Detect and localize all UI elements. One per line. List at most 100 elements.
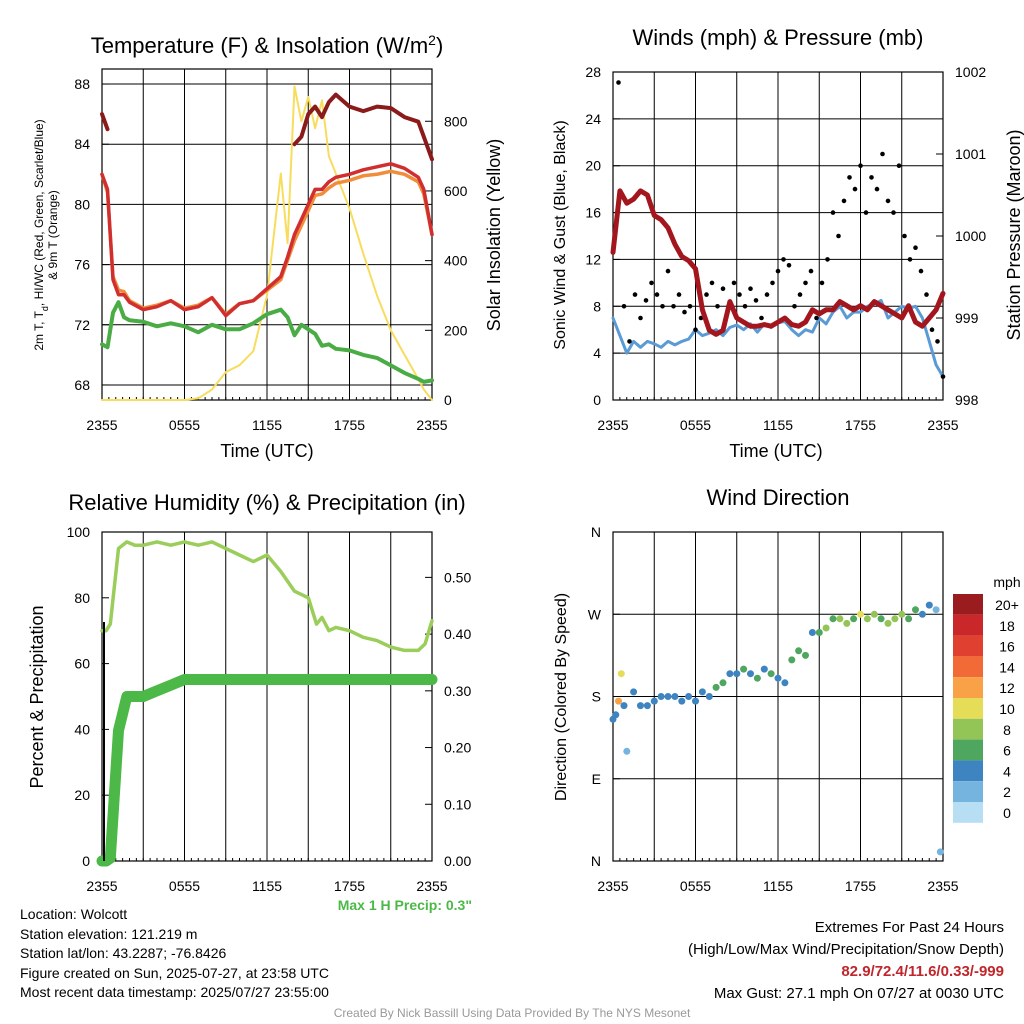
gust-point xyxy=(792,304,797,309)
direction-point xyxy=(850,615,858,623)
y-tick-label: 68 xyxy=(74,377,90,393)
direction-point xyxy=(795,647,803,655)
wind-direction-ylabel: Direction (Colored By Speed) xyxy=(553,593,570,801)
colorbar-label: 0 xyxy=(1003,805,1011,821)
colorbar-swatch xyxy=(953,635,983,657)
gust-point xyxy=(874,186,880,192)
winds-panel: Winds (mph) & Pressure (mb) Sonic Wind &… xyxy=(552,25,1024,461)
gust-point xyxy=(781,257,786,262)
direction-point xyxy=(637,702,644,710)
temperature-ylabel-left: 2m T, Td, HI/WC (Red, Green, Scarlet/Blu… xyxy=(32,119,50,350)
y-tick-label: 40 xyxy=(74,721,90,737)
gust-point xyxy=(676,292,682,297)
y-tick-label: E xyxy=(592,771,601,787)
direction-point xyxy=(657,693,665,700)
gust-point xyxy=(748,286,753,292)
station-latlon: Station lat/lon: 43.2287; -76.8426 xyxy=(20,945,227,961)
credit-line: Created By Nick Bassill Using Data Provi… xyxy=(333,1006,691,1020)
direction-point xyxy=(767,670,775,678)
colorbar-label: 14 xyxy=(999,659,1015,675)
y-tick-label: 4 xyxy=(593,345,601,361)
direction-point xyxy=(630,688,638,696)
plot-frame xyxy=(612,531,944,862)
direction-point xyxy=(740,665,748,673)
y-tick-label: W xyxy=(588,606,602,622)
direction-point xyxy=(905,615,913,623)
gust-point xyxy=(880,151,885,157)
y2-tick-label: 0.30 xyxy=(444,683,471,699)
solar-insolation-line xyxy=(101,85,433,401)
colorbar-label: 8 xyxy=(1003,722,1011,738)
y-tick-label: 12 xyxy=(585,251,601,267)
direction-point xyxy=(802,651,809,659)
gust-point xyxy=(797,292,803,297)
colorbar-label: 20+ xyxy=(995,597,1019,613)
gust-point xyxy=(759,315,764,321)
gust-point xyxy=(720,286,726,292)
colorbar-swatch xyxy=(953,677,983,698)
gust-point xyxy=(693,327,698,333)
x-tick-label: 2355 xyxy=(927,878,958,894)
direction-point xyxy=(705,693,713,700)
gust-point xyxy=(621,304,627,309)
temperature-xlabel: Time (UTC) xyxy=(220,441,313,461)
gust-point xyxy=(687,304,693,309)
direction-point xyxy=(620,702,628,710)
direction-point xyxy=(936,848,944,856)
gust-point xyxy=(627,339,632,344)
direction-point xyxy=(650,697,658,705)
winds-ylabel-left: Sonic Wind & Gust (Blue, Black) xyxy=(552,120,569,349)
y2-tick-label: 0.50 xyxy=(444,569,471,585)
y2-tick-label: 600 xyxy=(444,183,468,199)
y2-tick-label: 1002 xyxy=(955,64,986,80)
direction-point xyxy=(877,615,885,623)
figure-created: Figure created on Sun, 2025-07-27, at 23… xyxy=(20,964,329,981)
direction-point xyxy=(932,606,940,614)
gust-point xyxy=(638,315,643,321)
y-tick-label: 84 xyxy=(74,136,90,152)
relative-humidity-line xyxy=(100,540,434,653)
x-tick-label: 1155 xyxy=(763,878,793,894)
direction-point xyxy=(712,683,720,691)
direction-point xyxy=(898,610,906,618)
colorbar-label: 10 xyxy=(999,701,1015,717)
direction-point xyxy=(671,693,679,700)
extremes-title: Extremes For Past 24 Hours xyxy=(814,919,1004,936)
direction-point xyxy=(733,670,741,678)
x-tick-label: 0555 xyxy=(169,417,200,433)
colorbar-swatch xyxy=(953,656,983,678)
gust-point xyxy=(918,268,924,274)
direction-point xyxy=(774,674,782,682)
y-tick-label: 80 xyxy=(74,196,90,212)
plot-frame xyxy=(101,531,433,862)
station-location: Location: Wolcott xyxy=(20,906,128,922)
colorbar-swatch xyxy=(953,802,983,823)
gust-point xyxy=(775,268,781,274)
y2-tick-label: 0.00 xyxy=(444,853,471,869)
gust-point xyxy=(764,292,770,297)
gust-point xyxy=(819,280,825,286)
gust-point xyxy=(940,374,946,379)
x-tick-label: 2355 xyxy=(597,878,628,894)
x-tick-label: 2355 xyxy=(416,878,447,894)
direction-point xyxy=(781,679,789,687)
direction-point xyxy=(912,606,919,614)
gust-point xyxy=(632,292,638,297)
colorbar-label: 18 xyxy=(999,618,1015,634)
colorbar-label: 2 xyxy=(1003,784,1011,800)
gust-point xyxy=(858,163,863,168)
y2-tick-label: 400 xyxy=(444,253,468,269)
direction-point xyxy=(925,601,933,609)
wind-direction-title: Wind Direction xyxy=(706,485,849,510)
gust-point xyxy=(643,298,649,303)
gust-point xyxy=(869,175,874,180)
y2-tick-label: 800 xyxy=(444,113,468,129)
extremes-subtitle: (High/Low/Max Wind/Precipitation/Snow De… xyxy=(688,941,1004,958)
direction-point xyxy=(760,665,768,673)
colorbar-swatch xyxy=(953,760,983,782)
recent-timestamp: Most recent data timestamp: 2025/07/27 2… xyxy=(20,984,329,1000)
y2-tick-label: 0.40 xyxy=(444,626,471,642)
direction-point xyxy=(726,670,734,678)
y-tick-label: 28 xyxy=(585,64,601,80)
colorbar-swatch xyxy=(953,718,983,740)
